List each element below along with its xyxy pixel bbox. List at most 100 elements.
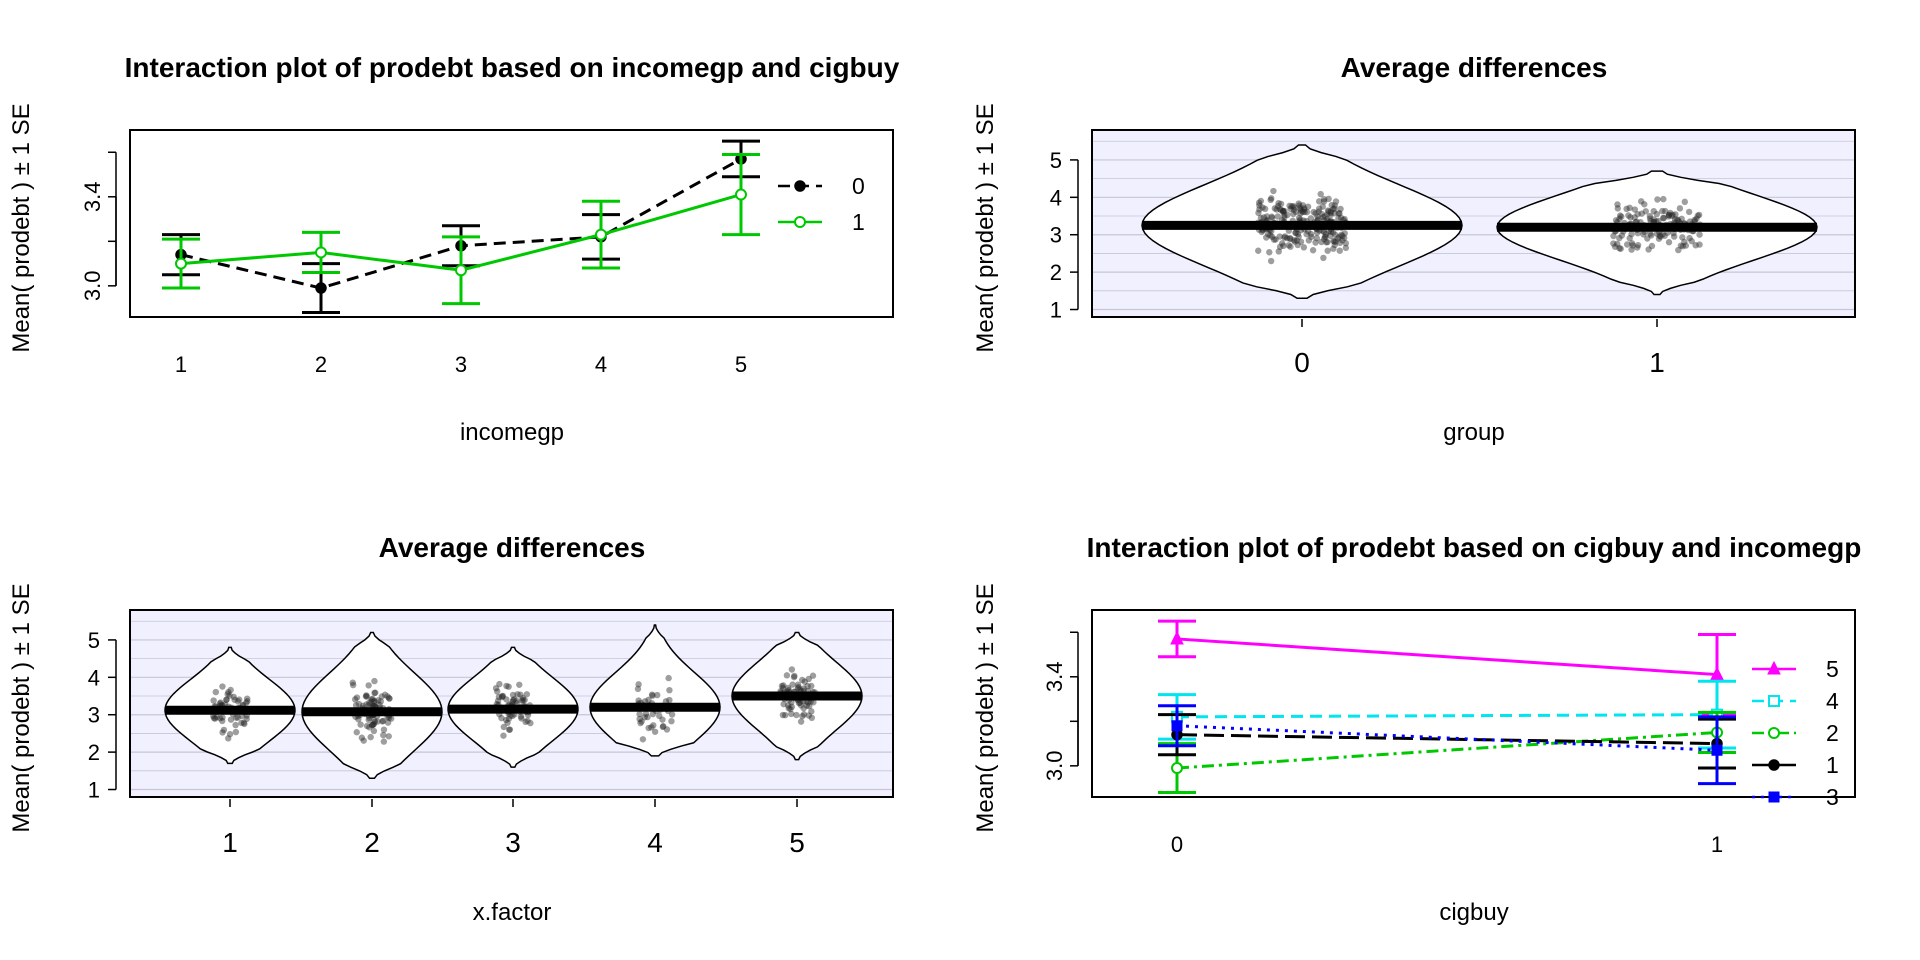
data-point xyxy=(175,257,187,270)
data-point xyxy=(1327,209,1334,217)
data-point xyxy=(1623,241,1631,248)
data-point xyxy=(1299,202,1307,209)
data-point xyxy=(494,697,502,704)
data-point xyxy=(1281,207,1288,215)
data-point xyxy=(353,694,361,701)
data-point xyxy=(1616,234,1623,242)
data-point xyxy=(386,695,393,702)
data-point xyxy=(1336,239,1344,247)
data-point xyxy=(1324,238,1331,246)
legend-marker xyxy=(1768,695,1780,707)
y-axis-label: Mean( prodebt ) ± 1 SE xyxy=(972,583,999,832)
data-point xyxy=(224,690,231,698)
series-line-5 xyxy=(1176,637,1718,677)
data-point xyxy=(1688,237,1695,245)
data-point xyxy=(1268,213,1276,220)
y-tick-label: 3.0 xyxy=(80,271,105,302)
data-point xyxy=(1327,212,1334,219)
data-point xyxy=(1691,216,1698,224)
data-point xyxy=(1641,201,1648,208)
data-point xyxy=(648,724,655,731)
data-point xyxy=(1674,216,1681,223)
data-point xyxy=(231,696,238,703)
data-point xyxy=(503,682,510,690)
data-point xyxy=(1297,210,1304,217)
data-point xyxy=(1654,196,1661,203)
data-point xyxy=(371,698,378,705)
series-line-4 xyxy=(1176,713,1718,719)
data-point xyxy=(1625,212,1632,219)
data-point xyxy=(1281,234,1288,241)
data-point xyxy=(642,710,650,717)
x-tick-label: 1 xyxy=(1711,832,1723,857)
y-axis-label: Mean( prodebt ) ± 1 SE xyxy=(972,103,999,352)
data-point xyxy=(1276,233,1284,240)
data-point xyxy=(1295,233,1302,240)
x-tick-label: 3 xyxy=(455,352,467,377)
plot-frame xyxy=(129,609,894,798)
data-point xyxy=(1669,211,1676,218)
data-point xyxy=(362,693,370,700)
data-point xyxy=(1696,241,1703,248)
data-point xyxy=(1267,232,1274,239)
data-point xyxy=(211,715,219,722)
data-point xyxy=(1681,198,1689,206)
data-point xyxy=(227,716,235,723)
data-point xyxy=(384,693,391,700)
data-point xyxy=(1277,200,1285,208)
data-point xyxy=(241,720,248,728)
panel-interaction-cigbuy: Interaction plot of prodebt based on cig… xyxy=(972,532,1861,926)
data-point xyxy=(492,684,500,692)
data-point xyxy=(1297,206,1304,213)
data-point xyxy=(1256,206,1263,213)
data-point xyxy=(1170,630,1184,645)
data-point xyxy=(374,718,381,725)
data-point xyxy=(234,698,242,705)
data-point xyxy=(527,719,534,727)
data-point xyxy=(1610,240,1617,247)
data-point xyxy=(1646,215,1654,222)
data-point xyxy=(244,698,251,705)
data-point xyxy=(1293,237,1300,244)
data-point xyxy=(1320,228,1327,235)
data-point xyxy=(236,696,243,703)
data-point xyxy=(782,711,789,719)
data-point xyxy=(795,699,803,707)
data-point xyxy=(1279,207,1287,215)
x-tick-label: 5 xyxy=(789,827,805,858)
data-point xyxy=(780,682,787,689)
data-point xyxy=(503,696,510,703)
data-point xyxy=(803,702,810,709)
data-point xyxy=(495,693,503,701)
data-point xyxy=(217,699,224,706)
data-point xyxy=(1295,200,1302,207)
data-point xyxy=(800,705,807,712)
data-point xyxy=(1696,231,1703,238)
data-point xyxy=(788,710,795,718)
data-point xyxy=(385,695,393,702)
data-point xyxy=(230,693,237,700)
data-point xyxy=(370,727,378,735)
data-point xyxy=(1681,238,1688,246)
data-point xyxy=(801,678,808,685)
data-point xyxy=(1685,208,1693,216)
data-point xyxy=(1268,233,1276,240)
data-point xyxy=(794,685,802,692)
data-point xyxy=(375,697,382,704)
legend-marker xyxy=(794,180,806,192)
data-point xyxy=(219,729,226,736)
data-point xyxy=(809,672,817,679)
legend-label: 2 xyxy=(1826,720,1839,746)
data-point xyxy=(1171,762,1183,775)
data-point xyxy=(366,699,373,706)
data-point xyxy=(1290,210,1297,218)
data-point xyxy=(455,264,467,277)
data-point xyxy=(794,681,802,688)
data-point xyxy=(636,710,643,718)
data-point xyxy=(788,699,795,706)
data-point xyxy=(1657,233,1664,240)
x-tick-label: 0 xyxy=(1294,347,1310,378)
data-point xyxy=(1281,212,1288,219)
data-point xyxy=(518,715,525,722)
data-point xyxy=(1324,207,1332,214)
